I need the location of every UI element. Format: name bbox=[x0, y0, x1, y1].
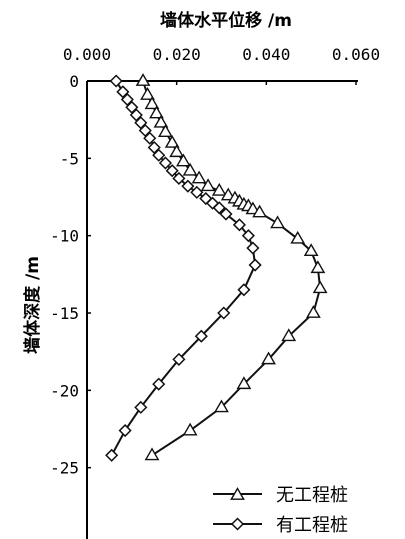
triangle-marker bbox=[149, 105, 164, 119]
triangle-marker bbox=[312, 280, 328, 294]
diamond-marker bbox=[105, 448, 119, 462]
y-tick-label: -10 bbox=[50, 227, 79, 246]
y-tick-label: -30 bbox=[50, 536, 79, 539]
diamond-marker bbox=[172, 171, 186, 186]
legend-item: 无工程桩 bbox=[213, 485, 348, 506]
diamond-marker bbox=[125, 100, 139, 114]
axes: 0.000 0.020 0.040 0.060 0 -5 -10 -15 -20 -25 -30 bbox=[50, 45, 380, 539]
triangle-marker bbox=[158, 124, 173, 137]
triangle-marker bbox=[164, 134, 180, 148]
diamond-marker bbox=[143, 131, 157, 145]
diamond-marker bbox=[181, 179, 195, 193]
legend-item: 有工程桩 bbox=[213, 515, 348, 536]
y-tick-label: -15 bbox=[50, 304, 79, 323]
diamond-marker bbox=[152, 377, 166, 391]
diamond-marker bbox=[165, 164, 179, 178]
triangle-marker bbox=[140, 87, 155, 100]
series-layer bbox=[105, 73, 328, 462]
x-tick-label: 0.040 bbox=[242, 45, 290, 64]
triangle-marker bbox=[306, 305, 321, 318]
y-tick-label: -20 bbox=[50, 381, 79, 400]
diamond-marker bbox=[246, 241, 260, 255]
legend-label: 无工程桩 bbox=[276, 485, 348, 506]
triangle-marker bbox=[270, 215, 285, 229]
diamond-marker bbox=[217, 306, 231, 320]
series-with-piles bbox=[105, 74, 262, 462]
diamond-marker bbox=[109, 74, 123, 88]
y-tick-label: 0 bbox=[69, 72, 79, 91]
triangle-marker bbox=[135, 73, 151, 86]
diamond-marker bbox=[147, 140, 161, 155]
diamond-marker bbox=[134, 116, 148, 130]
diamond-marker bbox=[118, 423, 132, 438]
triangle-marker bbox=[252, 204, 267, 218]
triangle-marker bbox=[144, 96, 160, 110]
triangle-marker bbox=[169, 144, 185, 158]
diamond-marker bbox=[134, 400, 148, 414]
x-axis-title: 墙体水平位移 /m bbox=[160, 10, 292, 31]
triangle-marker bbox=[191, 170, 207, 184]
y-tick-label: -25 bbox=[50, 459, 79, 478]
diamond-marker bbox=[116, 85, 130, 99]
triangle-marker bbox=[176, 153, 191, 167]
diamond-marker bbox=[219, 207, 233, 221]
series-line bbox=[142, 80, 322, 457]
triangle-marker bbox=[200, 178, 216, 192]
y-axis-title: 墙体深度 /m bbox=[22, 256, 43, 354]
y-tick-label: -5 bbox=[60, 149, 79, 168]
x-tick-label: 0.000 bbox=[63, 45, 111, 64]
diamond-marker bbox=[152, 148, 166, 162]
triangle-marker bbox=[144, 447, 160, 461]
series-without-piles bbox=[135, 73, 328, 461]
diamond-marker bbox=[241, 229, 255, 243]
triangle-marker bbox=[211, 182, 227, 196]
diamond-marker bbox=[248, 258, 262, 272]
triangle-marker bbox=[182, 162, 198, 176]
diamond-marker bbox=[190, 185, 204, 199]
diamond-marker bbox=[172, 352, 186, 366]
triangle-marker bbox=[214, 399, 229, 413]
diamond-marker bbox=[138, 123, 152, 138]
triangle-marker bbox=[261, 351, 276, 365]
triangle-marker bbox=[281, 328, 297, 342]
legend-diamond-marker bbox=[230, 517, 245, 531]
diamond-marker bbox=[212, 201, 226, 215]
triangle-marker bbox=[182, 422, 198, 436]
triangle-marker bbox=[290, 230, 306, 244]
triangle-marker bbox=[153, 114, 169, 128]
triangle-marker bbox=[236, 376, 252, 390]
diamond-marker bbox=[120, 92, 134, 107]
series-line bbox=[110, 80, 257, 456]
x-tick-label: 0.060 bbox=[332, 45, 380, 64]
diamond-marker bbox=[232, 218, 246, 232]
diamond-marker bbox=[129, 108, 143, 122]
diamond-marker bbox=[194, 329, 208, 343]
legend-triangle-marker bbox=[230, 487, 245, 500]
diamond-marker bbox=[237, 283, 251, 297]
diamond-marker bbox=[158, 156, 173, 170]
x-tick-label: 0.020 bbox=[153, 45, 201, 64]
legend-label: 有工程桩 bbox=[276, 515, 348, 536]
triangle-marker bbox=[303, 243, 319, 257]
triangle-marker bbox=[310, 260, 326, 274]
